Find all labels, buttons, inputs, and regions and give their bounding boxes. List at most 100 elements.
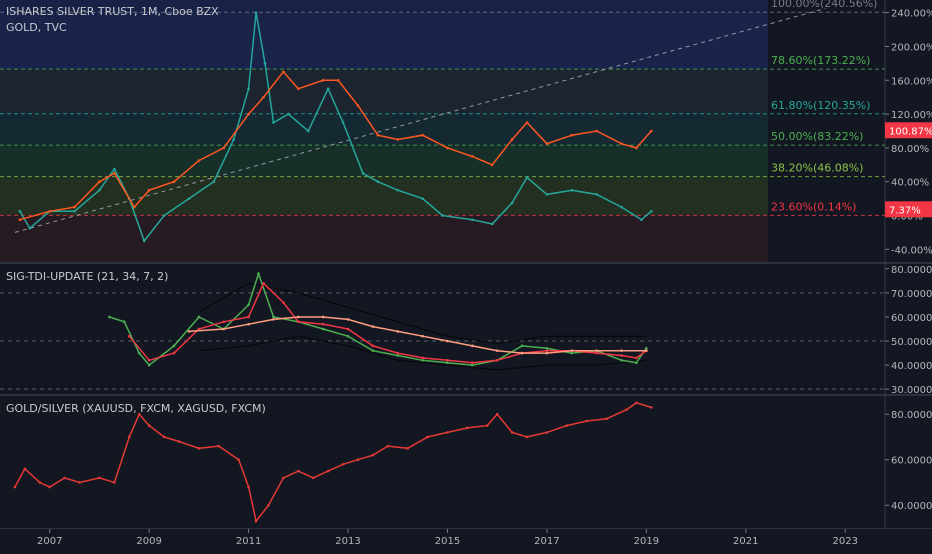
fib-level-label: 23.60%(0.14%) (771, 200, 856, 213)
panel3-series-point (510, 431, 514, 434)
panel1-series-point (272, 121, 275, 124)
panel2-series-point (108, 315, 111, 319)
panel3-series-point (525, 435, 529, 439)
panel1-series-point (640, 218, 643, 222)
panel3-series-point (625, 408, 628, 411)
panel1-series-point (142, 239, 146, 243)
panel2-background (0, 264, 885, 394)
panel3-series-point (297, 469, 300, 473)
panel2-series-point (421, 334, 424, 338)
panel2-series-point (247, 322, 250, 326)
panel1-series-point (147, 188, 151, 192)
panel1-series-point (232, 138, 235, 141)
panel3-series-point (386, 444, 390, 448)
panel1-overlay-label: GOLD, TVC (6, 21, 67, 34)
fib-band (0, 145, 768, 177)
panel1-series-point (28, 226, 32, 230)
panel1-series-point (396, 138, 400, 141)
fib-level-label: 61.80%(120.35%) (771, 99, 870, 112)
panel2-series-point (321, 322, 325, 326)
panel2-y-tick-label: 40.0000 (891, 361, 932, 372)
panel2-series-point (297, 315, 300, 319)
panel1-series-point (336, 78, 340, 82)
panel2-series-point (187, 330, 191, 333)
panel1-series-point (570, 188, 574, 192)
panel1-series-point (441, 214, 444, 217)
panel2-series-point (635, 361, 638, 365)
fib-band (0, 69, 768, 114)
panel1-series-point (525, 121, 529, 124)
panel2-series-point (147, 363, 151, 367)
panel1-series-point (48, 209, 52, 213)
panel3-series-point (495, 412, 499, 416)
panel2-series-point (471, 344, 474, 348)
panel2-series-point (137, 351, 141, 355)
panel1-series-point (18, 209, 22, 213)
panel3-y-tick-label: 40.0000 (891, 501, 932, 512)
panel2-series-point (595, 351, 598, 355)
panel2-series-point (396, 354, 400, 357)
panel1-series-point (326, 87, 330, 91)
panel1-series-point (162, 214, 166, 217)
panel1-series-point (356, 104, 360, 107)
time-axis-label: 2023 (832, 536, 857, 547)
panel2-title: SIG-TDI-UPDATE (21, 34, 7, 2) (6, 270, 169, 283)
tdi-volatility-band (198, 282, 647, 344)
panel2-series-point (471, 361, 474, 365)
panel2-series-point (321, 327, 325, 331)
panel2-series-point (396, 330, 400, 333)
panel3-series-point (254, 519, 258, 523)
panel1-y-tick-label: 200.00% (891, 42, 932, 53)
panel3-y-tick-label: 80.0000 (891, 410, 932, 421)
panel1-series-point (254, 11, 258, 14)
time-axis-background (0, 529, 932, 550)
panel2-series-point (645, 346, 648, 350)
panel1-series-point (18, 218, 22, 222)
panel2-series-point (446, 361, 449, 365)
panel1-series-point (113, 167, 116, 171)
panel1-title: ISHARES SILVER TRUST, 1M, Cboe BZX (6, 5, 219, 18)
panel2-y-tick-label: 30.0000 (891, 385, 932, 396)
panel2-series-point (635, 356, 638, 360)
panel1-series-point (595, 193, 598, 196)
panel3-series-point (466, 426, 469, 430)
panel1-series-point (262, 95, 265, 99)
panel2-series-point (321, 315, 325, 319)
time-axis-label: 2019 (634, 536, 659, 547)
panel3-series-point (197, 447, 201, 450)
panel1-series-point (132, 205, 136, 209)
panel3-series-point (137, 412, 141, 416)
panel1-series-point (650, 209, 653, 213)
panel3-series-point (635, 401, 638, 405)
panel1-series-point (635, 146, 638, 150)
panel3-series-point (311, 476, 315, 480)
panel3-series-point (162, 435, 166, 439)
panel3-series-point (326, 469, 330, 473)
panel3-series-point (371, 453, 375, 457)
panel3-series-point (78, 481, 81, 484)
fib-level-label: 100.00%(240.56%) (771, 0, 877, 10)
panel1-series-point (113, 171, 116, 175)
panel3-background (0, 396, 885, 528)
panel2-series-point (446, 339, 449, 343)
price-badge-label: 7.37% (889, 205, 921, 216)
time-axis-label: 2007 (37, 536, 62, 547)
price-badge (885, 122, 932, 139)
panel2-series-point (272, 318, 275, 321)
panel2-series-point (346, 334, 350, 338)
price-badge (885, 201, 932, 218)
panel1-y-tick-label: -40.00% (891, 245, 932, 256)
panel2-series-point (346, 318, 350, 321)
panel1-series-point (471, 218, 474, 222)
panel1-series-point (620, 142, 623, 145)
panel3-series-point (650, 406, 653, 409)
panel2-series-point (545, 351, 549, 355)
tdi-volatility-band (198, 335, 647, 371)
panel1-series-point (247, 112, 250, 116)
panel3-series-point (48, 485, 52, 489)
panel3-series-point (605, 417, 608, 421)
panel1-series-point (361, 171, 365, 175)
panel3-series-point (356, 458, 360, 462)
